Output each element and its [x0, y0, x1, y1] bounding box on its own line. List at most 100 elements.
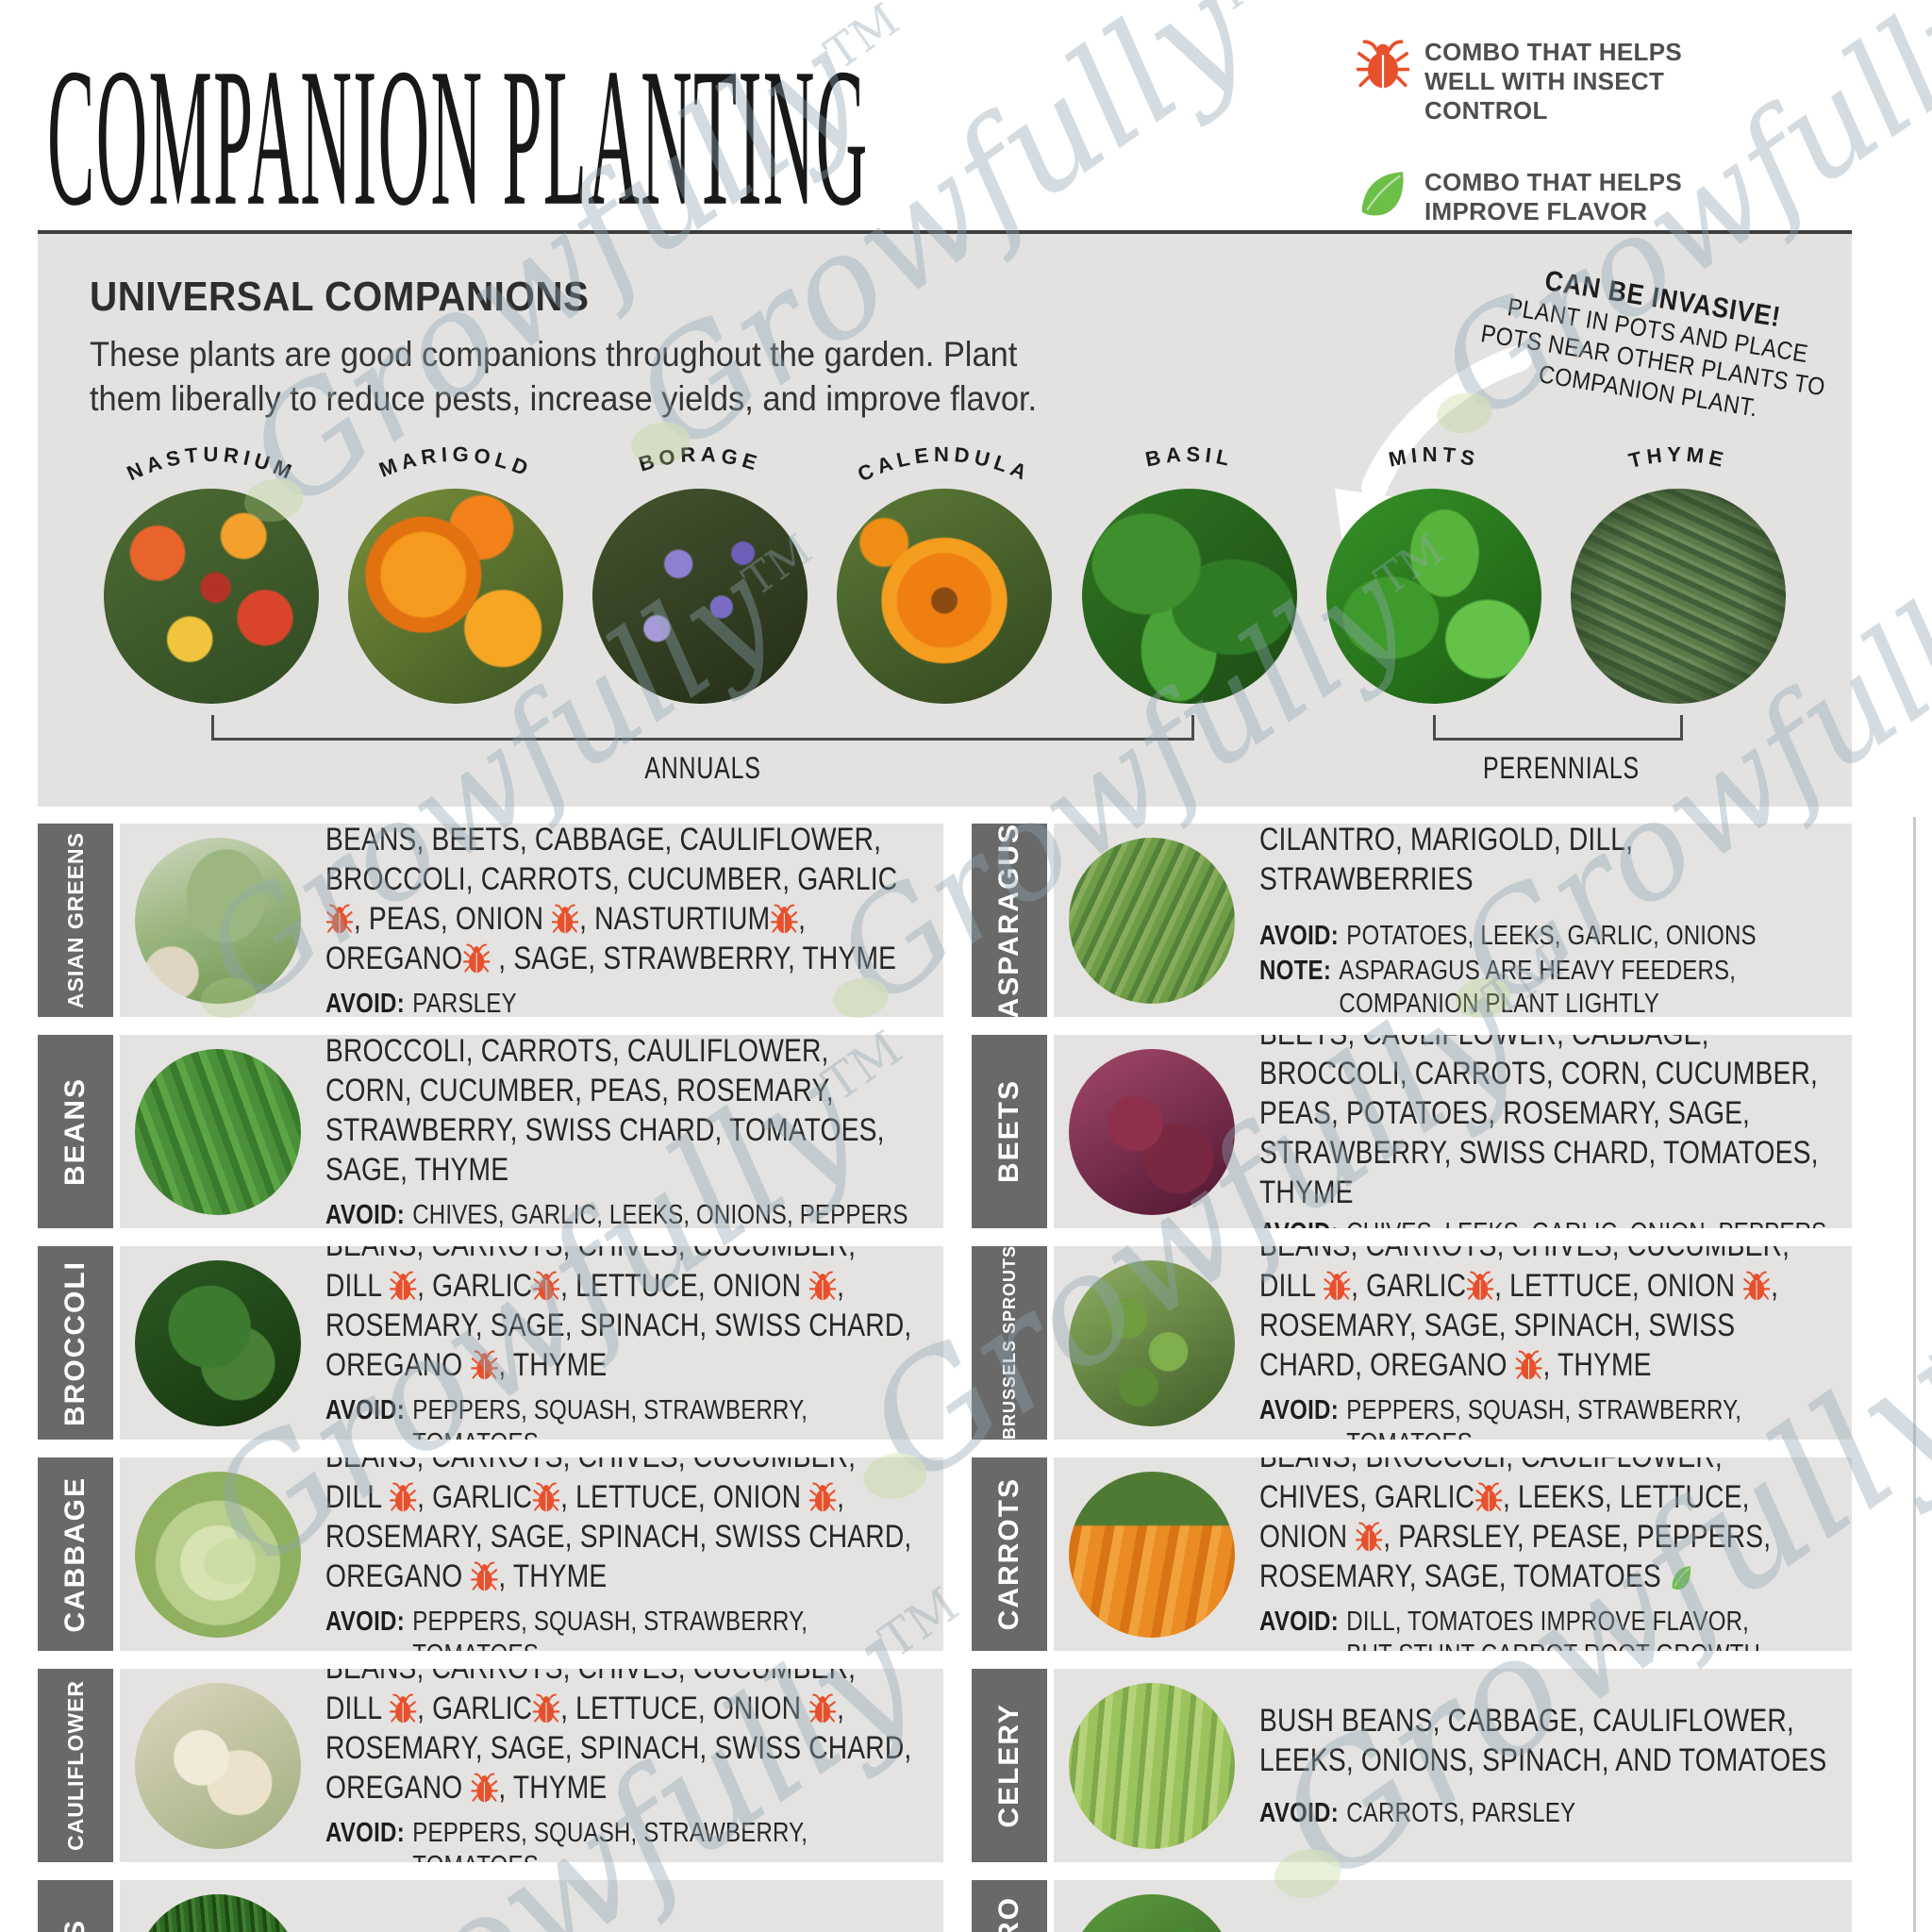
avoid-text: PEPPERS, SQUASH, STRAWBERRY, TOMATOES	[412, 1607, 808, 1651]
row-gap	[1047, 1669, 1054, 1862]
bug-icon	[551, 903, 579, 935]
basil-photo	[1081, 489, 1297, 704]
avoid-text: PARSLEY	[412, 989, 517, 1017]
annuals-label: ANNUALS	[644, 751, 761, 785]
bug-icon	[808, 1692, 837, 1724]
avoid-label: AVOID:	[325, 1818, 405, 1849]
bug-icon	[532, 1692, 560, 1724]
bug-icon	[471, 1560, 498, 1592]
avoid-label: AVOID:	[325, 1395, 405, 1426]
veg-row-content: BEANS, CARROTS, CHIVES, CUCUMBER, DILL ,…	[120, 1669, 943, 1862]
svg-text:MARIGOLD: MARIGOLD	[375, 442, 535, 482]
legend-label: COMBO THAT HELPS WELL WITH INSECT CONTRO…	[1424, 38, 1682, 125]
universal-companions-panel: UNIVERSAL COMPANIONS These plants are go…	[38, 234, 1852, 807]
leaf-icon	[1670, 1562, 1693, 1591]
bug-icon	[770, 903, 798, 935]
row-gap	[113, 824, 120, 1017]
veg-label: ASIAN GREENS	[62, 831, 88, 1009]
universal-plants-row: NASTURIUM MARIGOLD BORAGE CALENDULA BASI…	[38, 425, 1852, 704]
veg-label: CHIVES	[59, 1919, 92, 1932]
companions-text: BUSH BEANS, CABBAGE, CAULIFLOWER, LEEKS,…	[1259, 1702, 1827, 1779]
svg-text:THYME: THYME	[1626, 442, 1730, 473]
plant-arc: BASIL	[1143, 442, 1236, 472]
bug-icon	[471, 1349, 498, 1381]
veg-label: ASPARAGUS	[993, 822, 1024, 1019]
companions-text: BEANS, BEETS, CABBAGE, CAULIFLOWER, BROC…	[325, 824, 898, 977]
veg-row-content: BEETS, CAULIFLOWER, CABBAGE, BROCCOLI, C…	[1054, 1035, 1852, 1228]
companions-text: BEANS, CARROTS, CHIVES, CUCUMBER, DILL ,…	[325, 1246, 912, 1383]
celery-photo	[1069, 1682, 1235, 1849]
marigold-photo	[348, 489, 564, 704]
veg-label-bar: CAULIFLOWER	[38, 1669, 113, 1862]
annuals-bracket	[211, 715, 1194, 741]
borage-photo	[592, 489, 808, 704]
mints-photo	[1325, 489, 1541, 704]
avoid-text: PEPPERS, SQUASH, STRAWBERRY, TOMATOES	[412, 1395, 808, 1440]
veg-label: BEETS	[993, 1079, 1024, 1184]
bug-icon	[1323, 1270, 1351, 1302]
avoid-text: CHIVES, GARLIC, LEEKS, ONIONS, PEPPERS	[412, 1200, 908, 1228]
veg-label: BRUSSELS SPROUTS	[999, 1245, 1019, 1441]
note-label: NOTE:	[1259, 956, 1332, 987]
plant-arc-label: MARIGOLD	[375, 442, 530, 482]
avoid-label: AVOID:	[1259, 1607, 1339, 1638]
plant-arc: THYME	[1626, 442, 1730, 473]
bug-icon	[1742, 1270, 1771, 1302]
companions-text: BEANS, CARROTS, CHIVES, CUCUMBER, DILL ,…	[1259, 1246, 1790, 1383]
avoid-label: AVOID:	[1259, 921, 1339, 952]
page-title: COMPANION PLANTING	[47, 27, 869, 248]
bug-icon	[463, 942, 491, 974]
veg-row-content: BROCCOLI, CARROTS, CAULIFLOWER,	[120, 1880, 943, 1932]
bug-icon	[1466, 1270, 1494, 1302]
row-gap	[113, 1246, 120, 1440]
veg-row-beets: BEETS BEETS, CAULIFLOWER, CABBAGE, BROCC…	[972, 1035, 1852, 1228]
avoid-label: AVOID:	[1259, 1217, 1339, 1229]
svg-text:BASIL: BASIL	[1143, 442, 1236, 472]
universal-plant-nasturium: NASTURIUM	[90, 425, 333, 704]
veg-row-cilantro: CILANTRO	[972, 1880, 1852, 1932]
veg-label: CAULIFLOWER	[62, 1680, 88, 1851]
svg-text:MINTS: MINTS	[1387, 442, 1482, 472]
row-gap	[1047, 824, 1054, 1017]
asian-greens-photo	[135, 837, 301, 1004]
veg-row-beans: BEANS BROCCOLI, CARROTS, CAULIFLOWER, CO…	[38, 1035, 943, 1228]
veg-row-brussels-sprouts: BRUSSELS SPROUTS BEANS, CARROTS, CHIVES,…	[972, 1245, 1852, 1441]
note-text: ASPARAGUS ARE HEAVY FEEDERS, COMPANION P…	[1339, 956, 1737, 1017]
bug-icon	[471, 1772, 498, 1804]
avoid-label: AVOID:	[1259, 1798, 1339, 1829]
page-edge-line	[1913, 817, 1916, 1932]
plant-arc-label: NASTURIUM	[124, 442, 294, 485]
veg-label: CABBAGE	[59, 1475, 91, 1633]
plant-arc: MARIGOLD	[375, 442, 535, 482]
veg-row-content	[1054, 1880, 1852, 1932]
veg-row-content: BUSH BEANS, CABBAGE, CAULIFLOWER, LEEKS,…	[1054, 1669, 1852, 1862]
thyme-photo	[1570, 489, 1786, 704]
legend-item-flavor: COMBO THAT HELPS IMPROVE FLAVOR	[1357, 168, 1885, 226]
bug-icon	[532, 1481, 560, 1513]
leaf-icon	[1357, 168, 1409, 221]
veg-row-asian-greens: ASIAN GREENS BEANS, BEETS, CABBAGE, CAUL…	[38, 824, 943, 1017]
bug-icon	[1356, 38, 1410, 91]
calendula-photo	[837, 489, 1053, 704]
universal-plant-mints: MINTS	[1312, 425, 1556, 704]
avoid-label: AVOID:	[325, 1200, 405, 1228]
plant-arc-label: BASIL	[1143, 442, 1231, 472]
veg-row-cauliflower: CAULIFLOWER BEANS, CARROTS, CHIVES, CUCU…	[38, 1669, 943, 1862]
cauliflower-photo	[135, 1682, 301, 1849]
bug-icon	[808, 1481, 837, 1513]
chives-photo	[135, 1893, 301, 1932]
plant-arc-label: CALENDULA	[855, 442, 1030, 486]
bug-icon	[1515, 1349, 1542, 1381]
legend: COMBO THAT HELPS WELL WITH INSECT CONTRO…	[1356, 38, 1885, 268]
veg-row-asparagus: ASPARAGUS CILANTRO, MARIGOLD, DILL, STRA…	[972, 822, 1852, 1019]
svg-text:NASTURIUM: NASTURIUM	[124, 442, 299, 485]
row-gap	[1047, 1246, 1054, 1440]
veg-row-content: BEANS, CARROTS, CHIVES, CUCUMBER, DILL ,…	[120, 1246, 943, 1440]
bug-icon	[325, 903, 354, 935]
plant-arc: NASTURIUM	[124, 442, 299, 485]
veg-label-bar: CHIVES	[38, 1880, 113, 1932]
broccoli-photo	[135, 1259, 301, 1426]
veg-row-celery: CELERY BUSH BEANS, CABBAGE, CAULIFLOWER,…	[972, 1669, 1852, 1862]
plant-arc-label: THYME	[1626, 442, 1725, 473]
veg-row-broccoli: BROCCOLI BEANS, CARROTS, CHIVES, CUCUMBE…	[38, 1246, 943, 1440]
